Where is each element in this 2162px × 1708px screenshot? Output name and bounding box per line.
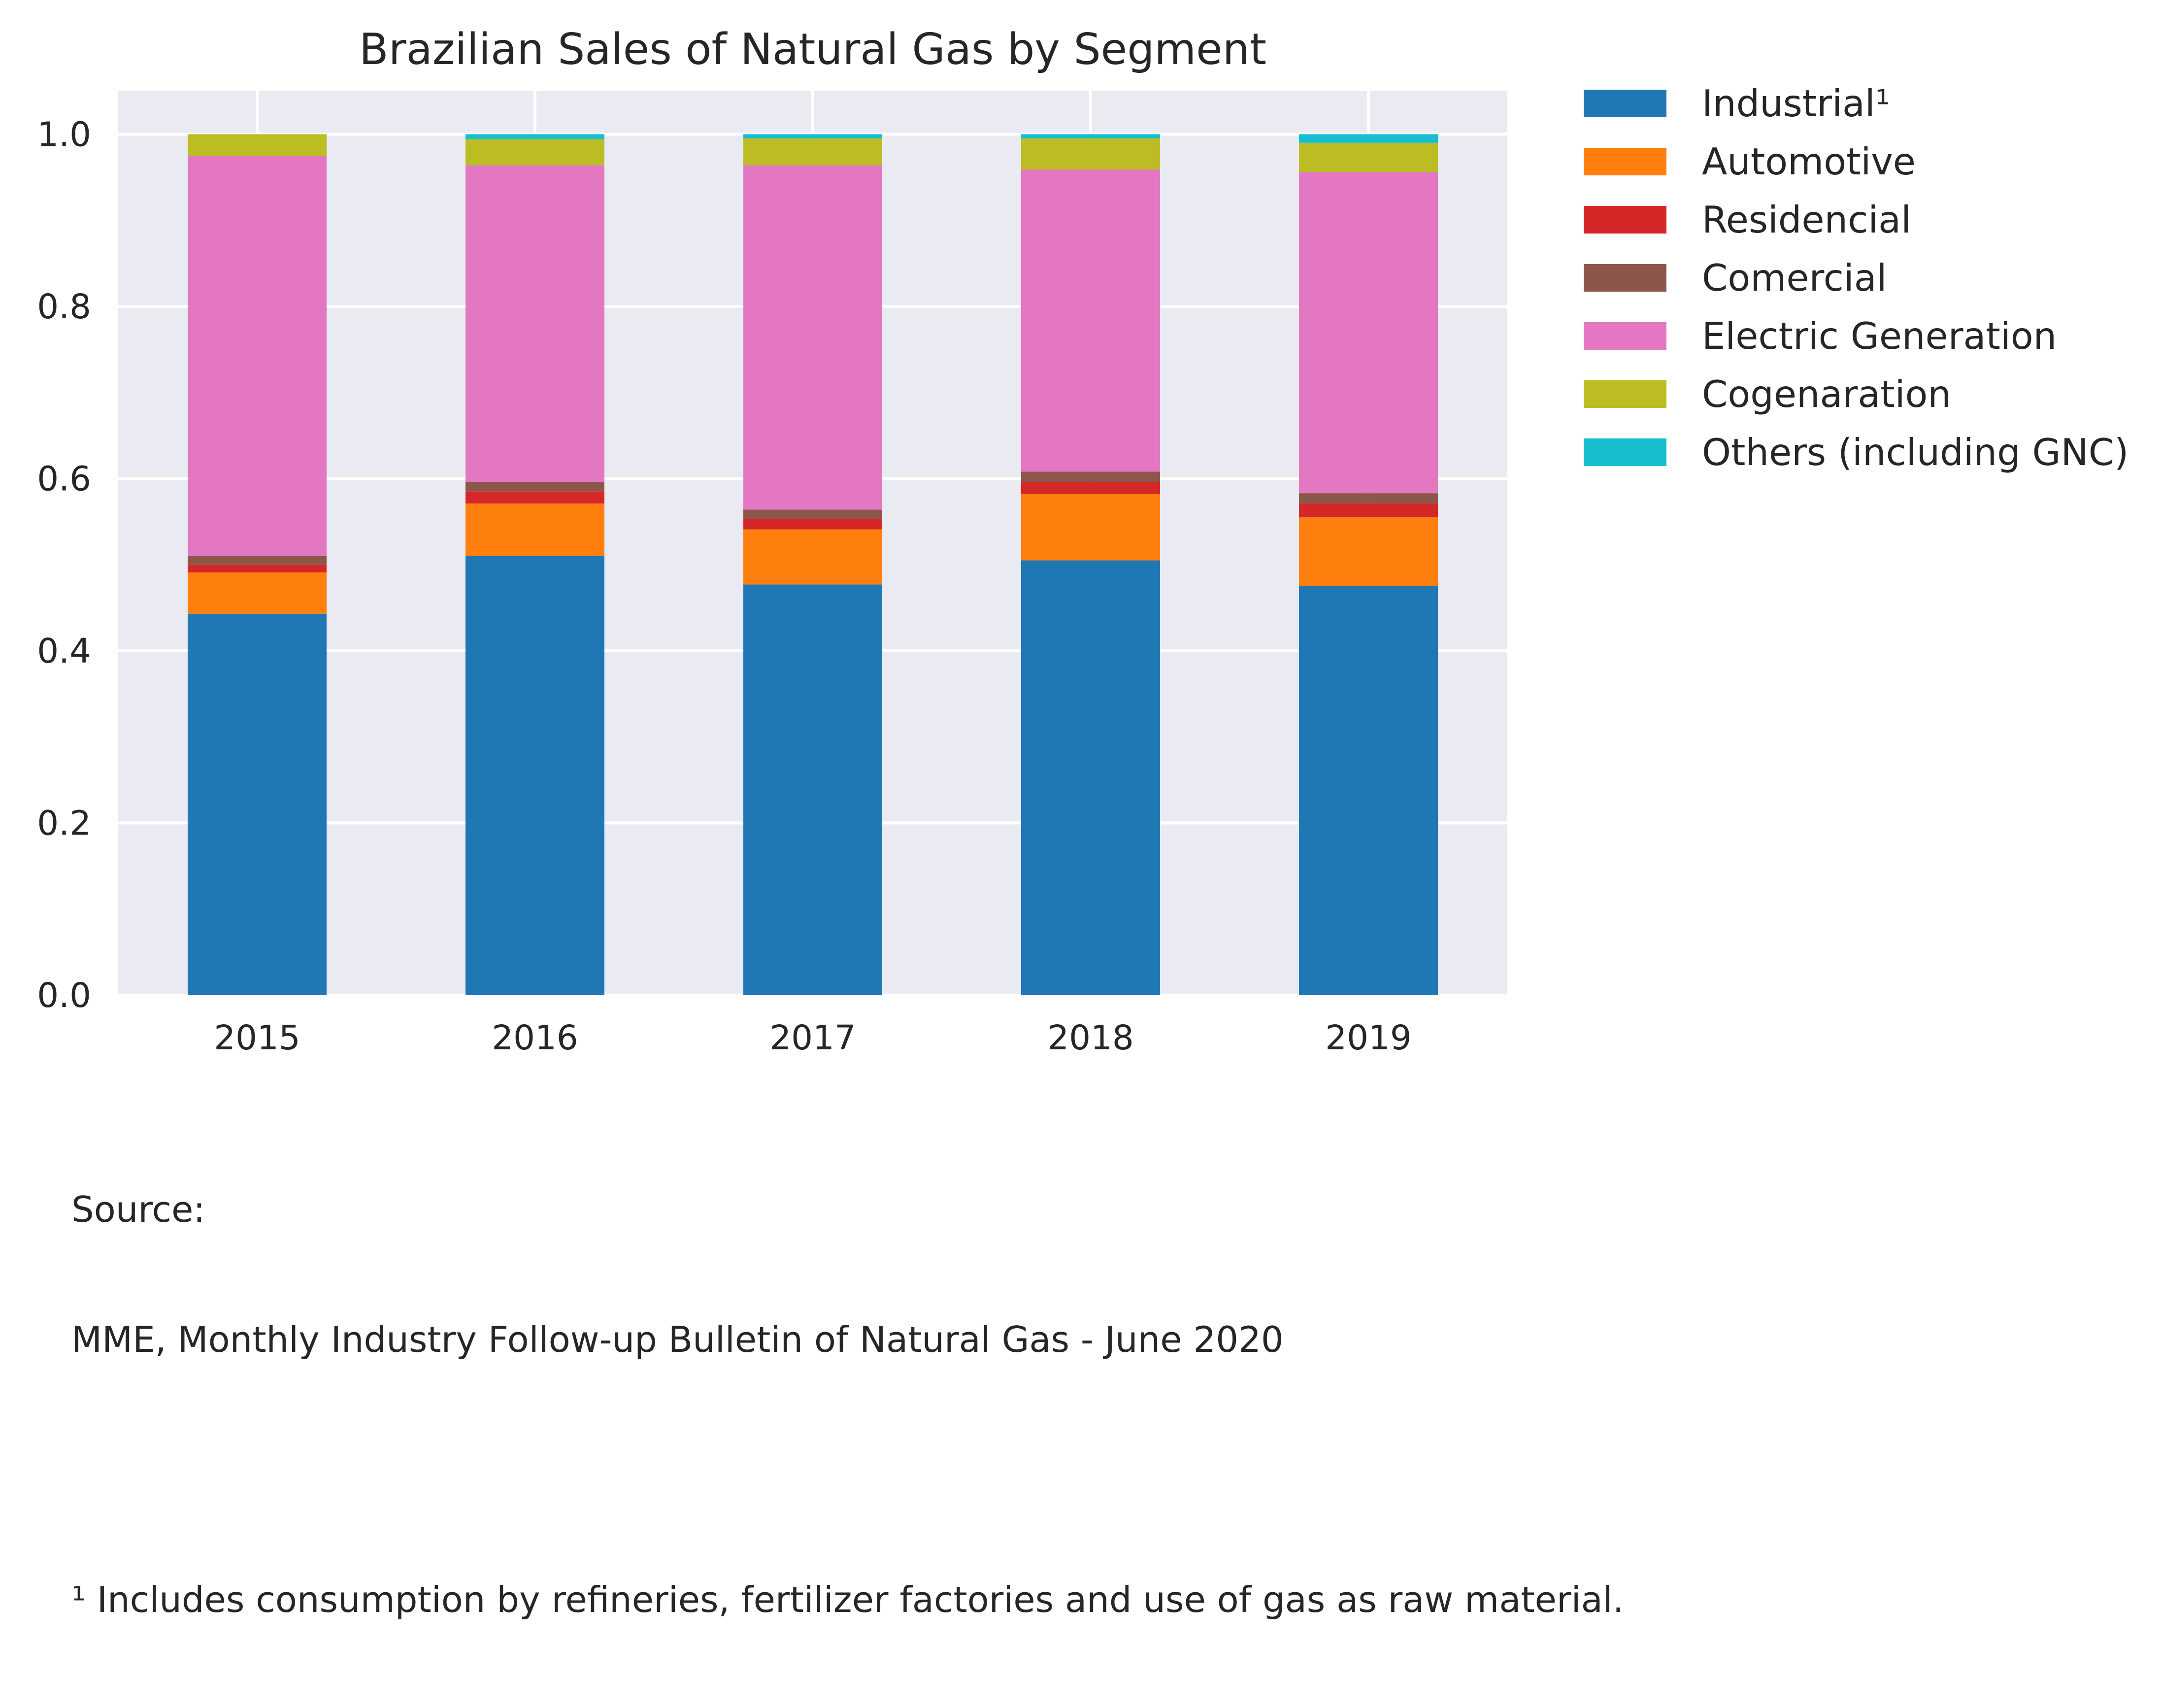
legend-label: Electric Generation [1702, 314, 2057, 358]
bar-segment-comercial-2015 [188, 556, 327, 565]
bar-segment-electric-generation-2016 [466, 165, 604, 482]
bar-segment-industrial-2019 [1299, 586, 1438, 995]
bar-segment-automotive-2015 [188, 572, 327, 614]
bar-segment-comercial-2016 [466, 482, 604, 492]
stacked-bar-chart: Brazilian Sales of Natural Gas by Segmen… [37, 24, 2129, 1058]
bar-segment-automotive-2018 [1021, 494, 1160, 561]
legend-swatch [1584, 90, 1666, 117]
x-tick-label: 2016 [492, 1018, 578, 1058]
y-tick-label: 0.6 [37, 459, 91, 499]
bar-segment-cogenaration-2018 [1021, 138, 1160, 170]
x-tick-label: 2015 [214, 1018, 300, 1058]
source-label: Source: [71, 1189, 205, 1230]
bar-segment-comercial-2018 [1021, 471, 1160, 482]
bar-segment-others-including-gnc-2016 [466, 134, 604, 139]
y-tick-label: 1.0 [37, 115, 91, 154]
bar-segment-residencial-2016 [466, 491, 604, 504]
chart-page: Brazilian Sales of Natural Gas by Segmen… [37, 24, 2129, 1620]
bar-segment-electric-generation-2018 [1021, 169, 1160, 472]
bar-segment-cogenaration-2017 [743, 138, 882, 166]
bar-segment-industrial-2016 [466, 556, 604, 995]
legend-swatch [1584, 264, 1666, 292]
bar-segment-automotive-2017 [743, 529, 882, 585]
y-tick-label: 0.8 [37, 287, 91, 327]
footnote-spacer [71, 1448, 1624, 1491]
x-tick-label: 2018 [1047, 1018, 1134, 1058]
x-tick-label: 2019 [1325, 1018, 1412, 1058]
footnotes: Source: MME, Monthly Industry Follow-up … [71, 1101, 1624, 1708]
bar-segment-cogenaration-2019 [1299, 142, 1438, 172]
legend: Industrial¹ Automotive Residencial Comercia… [1584, 82, 2129, 474]
bar-segment-comercial-2019 [1299, 493, 1438, 504]
legend-label: Automotive [1702, 140, 1916, 183]
bar-segment-cogenaration-2015 [188, 134, 327, 156]
bar-segment-automotive-2016 [466, 503, 604, 556]
x-axis: 2015 2016 2017 2018 2019 [214, 1018, 1412, 1058]
bar-segment-industrial-2015 [188, 613, 327, 995]
legend-label: Cogenaration [1702, 372, 1951, 416]
x-tick-label: 2017 [769, 1018, 856, 1058]
bar-segment-electric-generation-2019 [1299, 172, 1438, 494]
bar-segment-residencial-2018 [1021, 482, 1160, 494]
bar-segment-industrial-2018 [1021, 560, 1160, 995]
legend-label: Comercial [1702, 256, 1887, 300]
bar-segment-residencial-2017 [743, 519, 882, 530]
legend-swatch [1584, 380, 1666, 408]
chart-title: Brazilian Sales of Natural Gas by Segmen… [359, 24, 1266, 74]
footnote-note: ¹ Includes consumption by refineries, fe… [71, 1579, 1624, 1620]
y-tick-label: 0.2 [37, 804, 91, 843]
bar-segment-electric-generation-2017 [743, 165, 882, 510]
legend-swatch [1584, 322, 1666, 350]
bar-segment-others-including-gnc-2017 [743, 134, 882, 139]
legend-swatch [1584, 148, 1666, 175]
y-tick-label: 0.4 [37, 632, 91, 671]
legend-label: Others (including GNC) [1702, 431, 2129, 474]
bars [188, 134, 1438, 995]
bar-segment-others-including-gnc-2019 [1299, 134, 1438, 143]
bar-segment-electric-generation-2015 [188, 156, 327, 556]
source-text: MME, Monthly Industry Follow-up Bulletin… [71, 1319, 1284, 1360]
bar-segment-automotive-2019 [1299, 517, 1438, 586]
y-tick-label: 0.0 [37, 976, 91, 1015]
legend-swatch [1584, 206, 1666, 234]
y-axis: 0.0 0.2 0.4 0.6 0.8 1.0 [37, 115, 91, 1015]
legend-label: Residencial [1702, 198, 1911, 241]
bar-segment-residencial-2019 [1299, 503, 1438, 518]
legend-label: Industrial¹ [1702, 82, 1890, 125]
bar-segment-others-including-gnc-2018 [1021, 134, 1160, 139]
legend-swatch [1584, 438, 1666, 466]
bar-segment-comercial-2017 [743, 509, 882, 519]
bar-segment-residencial-2015 [188, 565, 327, 572]
bar-segment-industrial-2017 [743, 584, 882, 995]
bar-segment-cogenaration-2016 [466, 139, 604, 166]
